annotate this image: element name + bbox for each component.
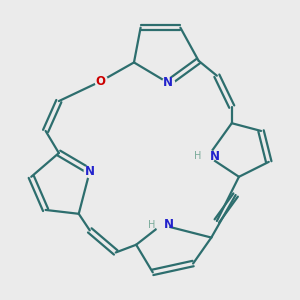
Text: N: N: [210, 150, 220, 163]
Text: N: N: [164, 218, 174, 231]
Text: N: N: [85, 165, 95, 178]
Text: H: H: [194, 152, 202, 161]
Text: H: H: [148, 220, 155, 230]
Text: N: N: [163, 76, 173, 89]
Text: O: O: [96, 75, 106, 88]
